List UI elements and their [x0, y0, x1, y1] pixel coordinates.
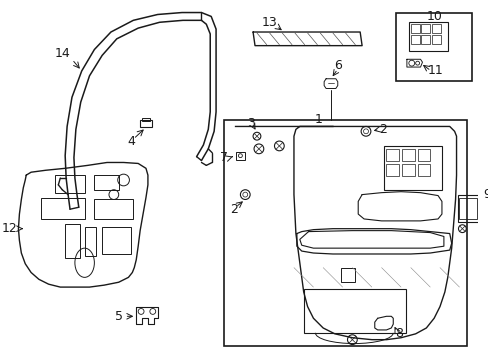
Bar	[410, 35, 419, 44]
Bar	[94, 199, 133, 219]
Bar	[410, 24, 419, 33]
Text: 11: 11	[427, 64, 442, 77]
Bar	[84, 227, 96, 256]
Bar	[395, 13, 471, 81]
Bar	[383, 146, 441, 190]
Bar	[401, 165, 414, 176]
Bar	[459, 198, 476, 219]
Text: 2: 2	[379, 123, 386, 136]
Bar	[431, 35, 440, 44]
Bar	[386, 149, 398, 161]
Text: 4: 4	[127, 135, 135, 148]
Text: 14: 14	[54, 47, 70, 60]
Bar	[102, 227, 131, 254]
Bar	[340, 267, 355, 282]
Bar	[431, 24, 440, 33]
Text: 7: 7	[220, 151, 227, 164]
Text: 3: 3	[246, 117, 255, 130]
Bar	[235, 152, 245, 159]
Text: 1: 1	[314, 113, 322, 126]
Bar	[142, 118, 149, 121]
Bar	[417, 149, 429, 161]
Bar	[457, 195, 478, 222]
Text: 12: 12	[2, 222, 18, 235]
Bar	[401, 149, 414, 161]
Bar	[421, 24, 429, 33]
Bar	[421, 35, 429, 44]
Text: 5: 5	[115, 310, 122, 323]
Bar	[303, 289, 405, 333]
Bar	[94, 175, 119, 190]
Bar	[386, 165, 398, 176]
Bar	[55, 175, 84, 193]
Text: 13: 13	[261, 16, 277, 29]
Bar	[41, 198, 84, 219]
Text: 10: 10	[426, 10, 441, 23]
Bar	[65, 224, 80, 258]
Bar	[140, 120, 151, 127]
Text: 9: 9	[482, 188, 488, 201]
Bar	[417, 165, 429, 176]
Bar	[408, 22, 447, 51]
Text: 8: 8	[394, 327, 402, 340]
Text: 2: 2	[229, 203, 237, 216]
Bar	[224, 120, 467, 346]
Text: 6: 6	[333, 59, 341, 72]
